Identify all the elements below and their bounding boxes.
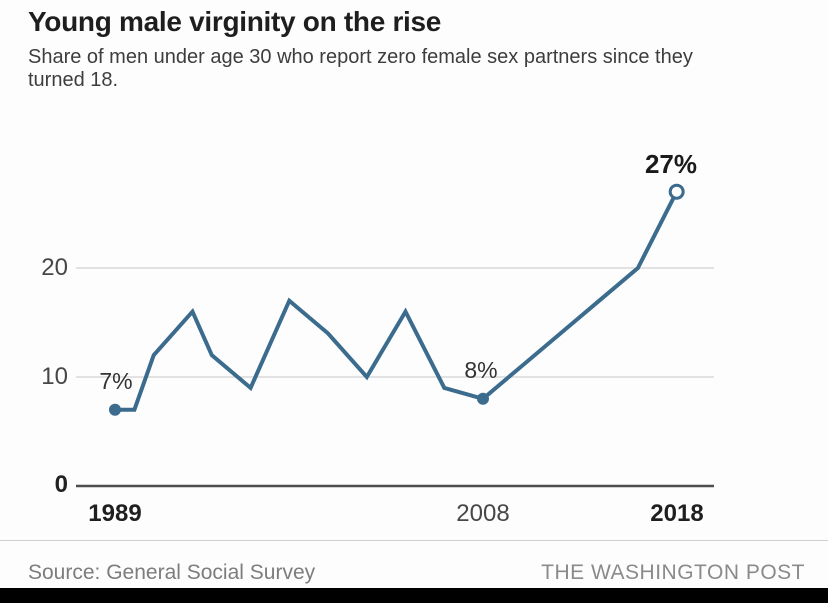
data-label-1989: 7% (99, 368, 133, 394)
bottom-black-bar (0, 588, 828, 603)
chart-subtitle: Share of men under age 30 who report zer… (28, 46, 693, 91)
y-axis-tick-20: 20 (41, 254, 68, 281)
x-axis-tick-1989: 1989 (88, 500, 142, 527)
publisher-attribution: THE WASHINGTON POST (541, 561, 805, 584)
source-credit: Source: General Social Survey (28, 561, 316, 584)
x-axis-tick-2008: 2008 (456, 500, 510, 527)
marker-dot-1989 (109, 403, 121, 416)
chart-title: Young male virginity on the rise (28, 6, 442, 37)
footer-divider (0, 540, 828, 541)
marker-open-2018 (668, 183, 685, 200)
marker-dot-2008 (476, 392, 489, 405)
data-label-2018: 27% (644, 149, 698, 179)
data-label-2008: 8% (464, 357, 498, 383)
x-axis-tick-2018: 2018 (650, 500, 704, 527)
y-axis-tick-10: 10 (41, 363, 68, 390)
y-axis-tick-0: 0 (54, 471, 68, 498)
trend-line (113, 189, 679, 412)
